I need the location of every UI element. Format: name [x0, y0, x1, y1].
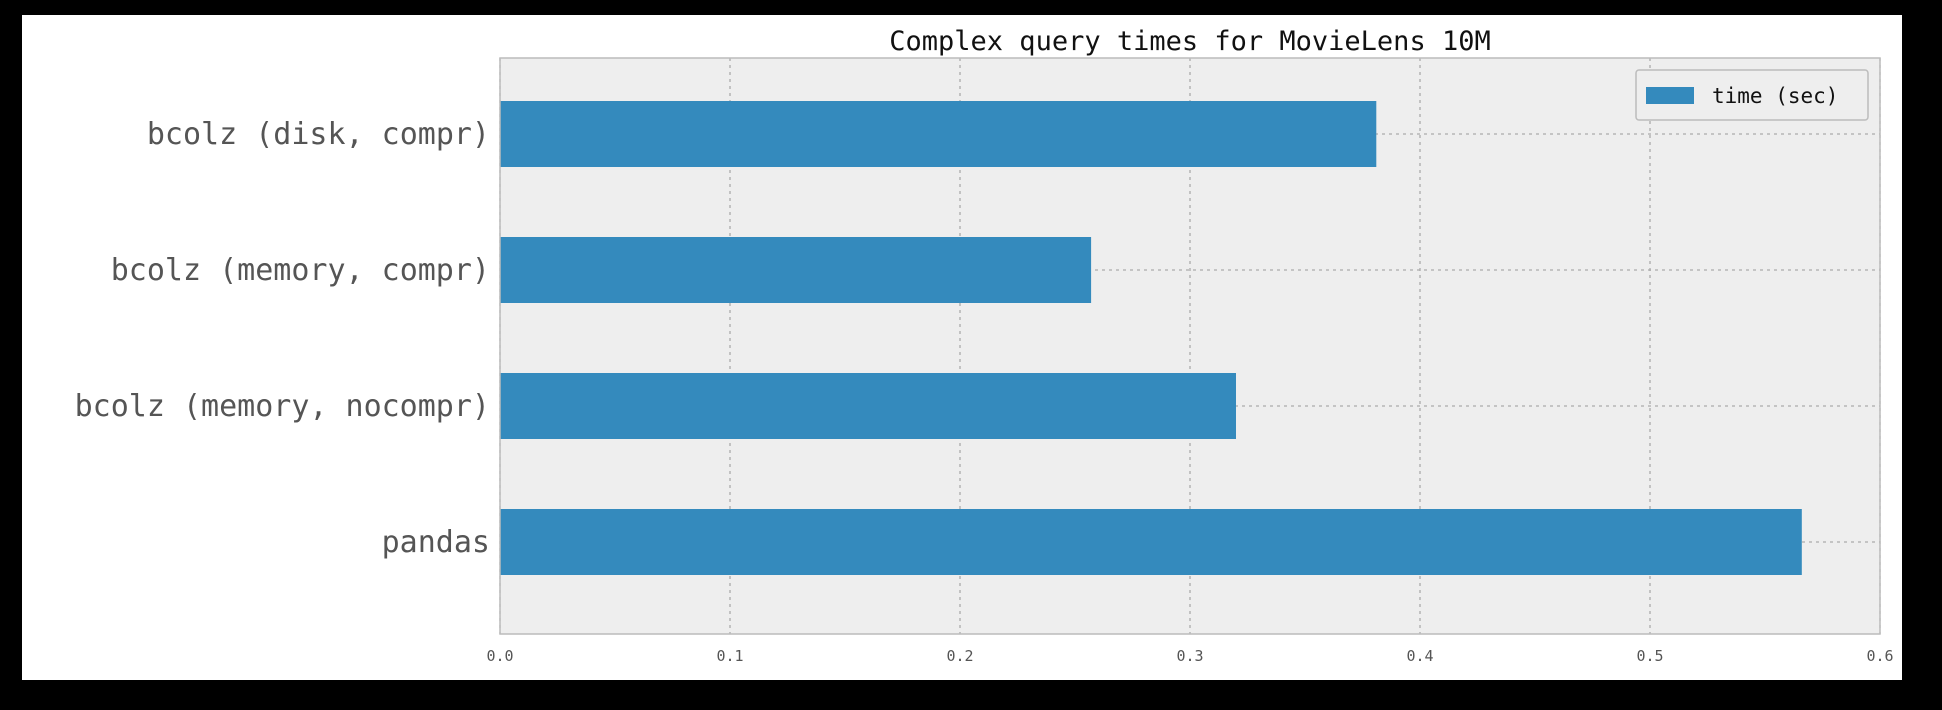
legend-box [1635, 69, 1869, 121]
chart-figure: bcolz (disk, compr) bcolz (memory, compr)… [22, 15, 1902, 680]
y-tick-label: bcolz (memory, compr) [111, 253, 490, 288]
y-tick-label: bcolz (memory, nocompr) [75, 389, 490, 424]
bars [500, 101, 1802, 575]
plot-frame [499, 57, 1881, 635]
y-tick-label: pandas [382, 525, 490, 560]
chart-title: Complex query times for MovieLens 10M [889, 26, 1490, 57]
bar [500, 373, 1236, 439]
x-tick-label: 0.5 [1636, 647, 1663, 665]
y-tick-labels: bcolz (disk, compr) bcolz (memory, compr)… [75, 117, 490, 560]
x-tick-label: 0.0 [486, 647, 513, 665]
x-tick-labels: 0.0 0.1 0.2 0.3 0.4 0.5 0.6 [486, 647, 1893, 665]
x-tick-label: 0.1 [716, 647, 743, 665]
y-tick-label: bcolz (disk, compr) [147, 117, 490, 152]
x-tick-label: 0.4 [1406, 647, 1433, 665]
legend-label: time (sec) [1712, 84, 1838, 108]
bar-chart: bcolz (disk, compr) bcolz (memory, compr)… [75, 26, 1894, 665]
legend-swatch [1646, 87, 1694, 104]
x-tick-label: 0.3 [1176, 647, 1203, 665]
x-tick-label: 0.6 [1866, 647, 1893, 665]
legend: time (sec) [1635, 69, 1869, 121]
x-tick-label: 0.2 [946, 647, 973, 665]
bar [500, 509, 1802, 575]
bar [500, 237, 1092, 303]
bar [500, 101, 1377, 167]
